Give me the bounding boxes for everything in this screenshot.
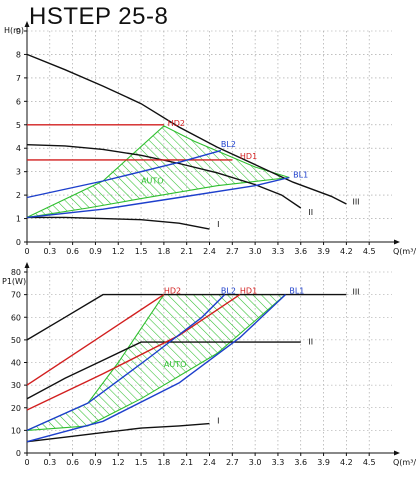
auto-region-label: AUTO — [164, 360, 187, 369]
series-line-i — [27, 216, 210, 230]
y-tick-label: 6 — [16, 97, 21, 106]
x-axis-arrow — [394, 450, 400, 456]
x-tick-label: 0 — [24, 247, 29, 256]
x-axis-label: Q(m³/h) — [393, 247, 416, 256]
x-tick-label: 1.2 — [112, 247, 125, 256]
series-line-ii — [26, 144, 302, 209]
series-line-hd1 — [26, 294, 241, 411]
auto-region-label: AUTO — [141, 176, 164, 185]
y-tick-label: 40 — [11, 359, 21, 368]
x-tick-label: 1.5 — [135, 247, 148, 256]
x-tick-label: 0.9 — [89, 458, 102, 467]
x-tick-label: 0.3 — [43, 247, 56, 256]
x-tick-label: 3.0 — [249, 458, 262, 467]
x-tick-label: 0.6 — [66, 247, 79, 256]
auto-region — [26, 125, 290, 218]
x-tick-label: 0.6 — [66, 458, 79, 467]
y-tick-label: 0 — [16, 449, 21, 458]
series-label-bl2: BL2 — [221, 140, 236, 149]
y-tick-label: 7 — [16, 74, 21, 83]
y-tick-label: 80 — [11, 268, 21, 277]
y-tick-label: 50 — [11, 336, 21, 345]
x-tick-label: 1.8 — [158, 247, 171, 256]
power-chart: 0 0.3 0.6 0.9 1.2 1.5 1.8 2.1 2.4 2.7 3.0 3.3 3.6 3.9… — [2, 262, 416, 467]
y-tick-label: 8 — [16, 50, 21, 59]
x-tick-label: 3.3 — [272, 247, 285, 256]
y-tick-label: 30 — [11, 381, 21, 390]
x-axis-label: Q(m³/h) — [393, 458, 416, 467]
y-axis-label: H(m) — [4, 26, 24, 35]
x-axis-arrow — [394, 239, 400, 245]
x-tick-label: 4.2 — [340, 247, 353, 256]
series-line-bl2 — [26, 149, 222, 199]
series-label-i: I — [217, 417, 219, 426]
series-line-iii — [26, 53, 347, 205]
series-line-bl2 — [26, 294, 226, 432]
y-tick-label: 3 — [16, 168, 21, 177]
x-tick-label: 3.9 — [317, 247, 330, 256]
series-label-ii: II — [308, 337, 313, 346]
x-tick-label: 2.1 — [180, 247, 193, 256]
y-axis-label: P1(W) — [2, 277, 26, 286]
series-label-ii: II — [308, 208, 313, 217]
x-tick-label: 3.3 — [272, 458, 285, 467]
x-tick-label: 4.5 — [363, 458, 376, 467]
series-label-hd2: HD2 — [164, 286, 181, 295]
series-line-i — [26, 422, 210, 443]
y-tick-label: 1 — [16, 215, 21, 224]
series-label-iii: III — [352, 197, 359, 206]
y-tick-label: 10 — [11, 426, 21, 435]
series-label-hd1: HD1 — [240, 286, 257, 295]
series-label-bl1: BL1 — [289, 286, 304, 295]
y-tick-label: 5 — [16, 121, 21, 130]
x-tick-label: 4.5 — [363, 247, 376, 256]
series-line-ii — [26, 341, 301, 400]
y-tick-label: 0 — [16, 238, 21, 247]
series-label-bl2: BL2 — [221, 286, 236, 295]
head-chart: 0 0.3 0.6 0.9 1.2 1.5 1.8 2.1 2.4 2.7 3.0 3.3 3.6 3.9… — [4, 21, 416, 256]
y-axis-arrow — [24, 21, 30, 27]
series-line-bl1 — [26, 176, 290, 219]
series-label-iii: III — [352, 288, 359, 297]
x-tick-label: 2.7 — [226, 247, 239, 256]
x-tick-label: 1.5 — [135, 458, 148, 467]
y-tick-label: 2 — [16, 191, 21, 200]
series-label-bl1: BL1 — [293, 171, 308, 180]
x-tick-label: 2.7 — [226, 458, 239, 467]
y-tick-label: 9 — [16, 27, 21, 36]
y-tick-label: 70 — [11, 291, 21, 300]
x-tick-label: 3.6 — [294, 247, 307, 256]
x-tick-label: 1.8 — [158, 458, 171, 467]
x-tick-label: 1.2 — [112, 458, 125, 467]
series-label-hd2: HD2 — [168, 119, 185, 128]
series-line-hd2 — [26, 294, 165, 386]
y-tick-label: 20 — [11, 404, 21, 413]
x-tick-label: 0 — [24, 458, 29, 467]
y-axis-arrow — [24, 262, 30, 268]
y-tick-label: 4 — [16, 144, 21, 153]
x-tick-label: 0.9 — [89, 247, 102, 256]
auto-region — [26, 294, 287, 431]
x-tick-label: 2.1 — [180, 458, 193, 467]
x-tick-label: 2.4 — [203, 458, 216, 467]
x-tick-label: 3.0 — [249, 247, 262, 256]
x-tick-label: 4.2 — [340, 458, 353, 467]
y-tick-label: 60 — [11, 313, 21, 322]
series-label-i: I — [217, 220, 219, 229]
series-label-hd1: HD1 — [240, 152, 257, 161]
series-line-bl1 — [26, 294, 286, 443]
x-tick-label: 3.9 — [317, 458, 330, 467]
x-tick-label: 2.4 — [203, 247, 216, 256]
chart-title: HSTEP 25-8 — [29, 3, 169, 30]
x-tick-label: 0.3 — [43, 458, 56, 467]
x-tick-label: 3.6 — [294, 458, 307, 467]
